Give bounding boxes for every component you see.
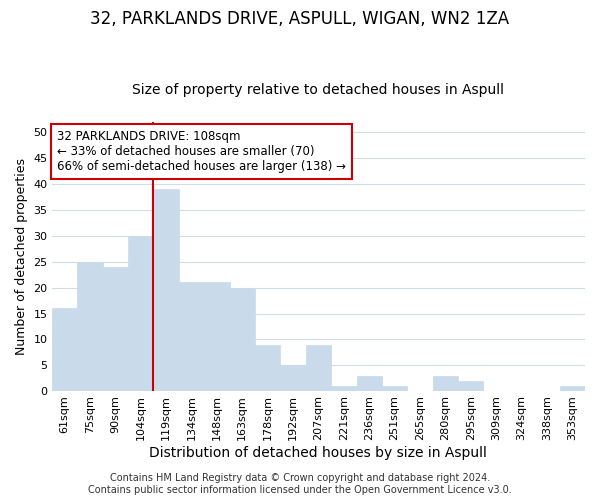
Bar xyxy=(356,376,382,392)
Bar xyxy=(331,386,356,392)
Bar xyxy=(128,236,154,392)
Bar xyxy=(77,262,103,392)
Bar xyxy=(52,308,77,392)
X-axis label: Distribution of detached houses by size in Aspull: Distribution of detached houses by size … xyxy=(149,446,487,460)
Text: 32 PARKLANDS DRIVE: 108sqm
← 33% of detached houses are smaller (70)
66% of semi: 32 PARKLANDS DRIVE: 108sqm ← 33% of deta… xyxy=(57,130,346,173)
Text: Contains HM Land Registry data © Crown copyright and database right 2024.
Contai: Contains HM Land Registry data © Crown c… xyxy=(88,474,512,495)
Text: 32, PARKLANDS DRIVE, ASPULL, WIGAN, WN2 1ZA: 32, PARKLANDS DRIVE, ASPULL, WIGAN, WN2 … xyxy=(91,10,509,28)
Bar xyxy=(230,288,255,392)
Bar xyxy=(382,386,407,392)
Bar xyxy=(458,381,484,392)
Bar xyxy=(560,386,585,392)
Bar xyxy=(204,282,230,392)
Bar xyxy=(255,344,280,392)
Bar xyxy=(433,376,458,392)
Bar xyxy=(306,344,331,392)
Bar xyxy=(280,366,306,392)
Bar xyxy=(103,267,128,392)
Title: Size of property relative to detached houses in Aspull: Size of property relative to detached ho… xyxy=(133,83,505,97)
Y-axis label: Number of detached properties: Number of detached properties xyxy=(15,158,28,355)
Bar xyxy=(179,282,204,392)
Bar xyxy=(154,189,179,392)
